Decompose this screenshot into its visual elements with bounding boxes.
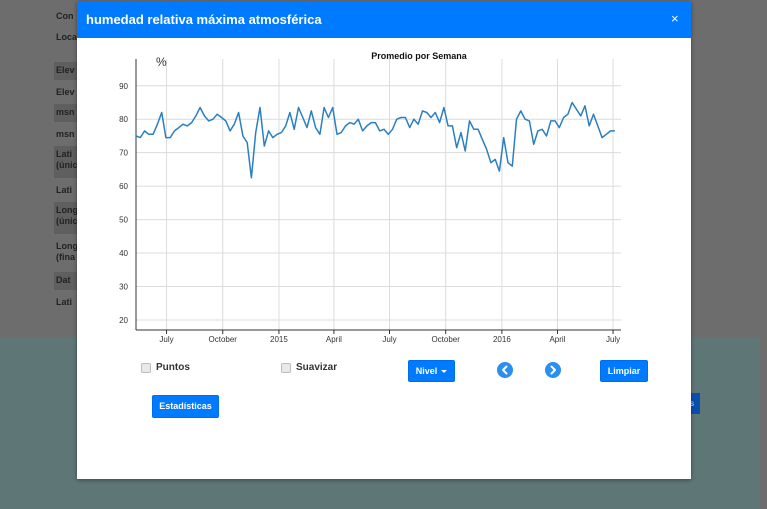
chevron-right-icon[interactable] [545, 362, 561, 378]
checkbox-box[interactable] [281, 362, 291, 373]
x-tick-label: July [606, 335, 620, 344]
limpiar-button[interactable]: Limpiar [600, 360, 648, 382]
x-tick-label: 2016 [493, 335, 511, 344]
chart-title: Promedio por Semana [371, 51, 468, 61]
y-tick-label: 30 [119, 283, 128, 292]
bg-row: Lati [56, 185, 73, 195]
y-tick-label: 90 [119, 82, 128, 91]
x-tick-label: 2015 [270, 335, 288, 344]
x-tick-label: October [431, 335, 460, 344]
suavizar-checkbox[interactable]: Suavizar [281, 362, 337, 373]
y-tick-label: 70 [119, 149, 128, 158]
modal-header: humedad relativa máxima atmosférica × [77, 1, 691, 38]
bg-row: msn [54, 104, 84, 122]
puntos-label: Puntos [156, 362, 190, 373]
y-axis: 20 30 40 50 60 70 80 90 [119, 59, 137, 330]
bg-row: Con [56, 11, 74, 21]
x-tick-label: April [549, 335, 565, 344]
bg-row: msn [56, 129, 75, 139]
y-tick-label: 20 [119, 316, 128, 325]
y-tick-label: 40 [119, 249, 128, 258]
caret-down-icon [441, 370, 448, 374]
bg-row: Lati [56, 297, 73, 307]
bg-row: Elev [56, 87, 75, 97]
bg-row: Long (fina [56, 241, 78, 262]
estadisticas-button[interactable]: Estadísticas [152, 395, 219, 418]
y-tick-label: 80 [119, 115, 128, 124]
chevron-left-icon[interactable] [497, 362, 513, 378]
checkbox-box[interactable] [141, 362, 151, 373]
x-tick-label: April [326, 335, 342, 344]
chart-grid [136, 59, 621, 330]
bg-row: Loca [56, 32, 78, 42]
chart-area: 20 30 40 50 60 70 80 90 July October 2015 April Jul… [107, 47, 627, 347]
x-tick-label: July [159, 335, 173, 344]
y-tick-label: 50 [119, 216, 128, 225]
suavizar-label: Suavizar [296, 362, 338, 373]
puntos-checkbox[interactable]: Puntos [141, 362, 190, 373]
x-tick-label: October [209, 335, 238, 344]
y-tick-label: 60 [119, 182, 128, 191]
chart-modal: humedad relativa máxima atmosférica × 20… [77, 1, 691, 479]
nivel-dropdown-button[interactable]: Nivel [408, 360, 455, 382]
modal-title: humedad relativa máxima atmosférica [86, 12, 322, 27]
bg-row: Elev [54, 62, 84, 80]
series-line [135, 101, 615, 179]
nivel-label: Nivel [415, 366, 438, 376]
bg-row: Dat [54, 272, 84, 290]
close-icon[interactable]: × [671, 11, 679, 26]
y-axis-label: % [156, 55, 167, 69]
x-tick-label: July [382, 335, 396, 344]
x-axis: July October 2015 April July October 2016 April… [136, 329, 621, 344]
background-button: s [690, 393, 700, 414]
chart-controls: Puntos Suavizar Nivel Limpiar Estadístic… [77, 1, 691, 479]
